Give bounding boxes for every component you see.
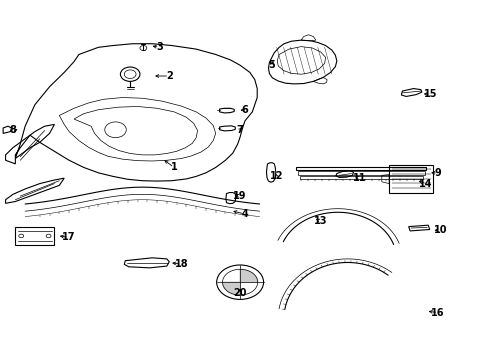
Text: 11: 11 [353,173,367,183]
Polygon shape [240,269,258,282]
Text: 8: 8 [9,125,16,135]
Text: 2: 2 [166,71,172,81]
Text: 18: 18 [174,259,188,269]
Text: 6: 6 [242,105,248,115]
Text: 10: 10 [434,225,447,235]
Text: 5: 5 [269,60,275,70]
Text: 15: 15 [424,89,438,99]
Text: 14: 14 [419,179,433,189]
Text: 4: 4 [242,209,248,219]
Text: 1: 1 [171,162,177,172]
Text: 9: 9 [435,168,441,178]
Text: 19: 19 [233,191,247,201]
Text: 12: 12 [270,171,284,181]
Text: 16: 16 [431,308,445,318]
Polygon shape [222,282,240,295]
Text: 17: 17 [62,232,76,242]
Text: 7: 7 [237,125,244,135]
Text: 13: 13 [314,216,327,226]
Text: 20: 20 [233,288,247,298]
Text: 3: 3 [156,42,163,52]
